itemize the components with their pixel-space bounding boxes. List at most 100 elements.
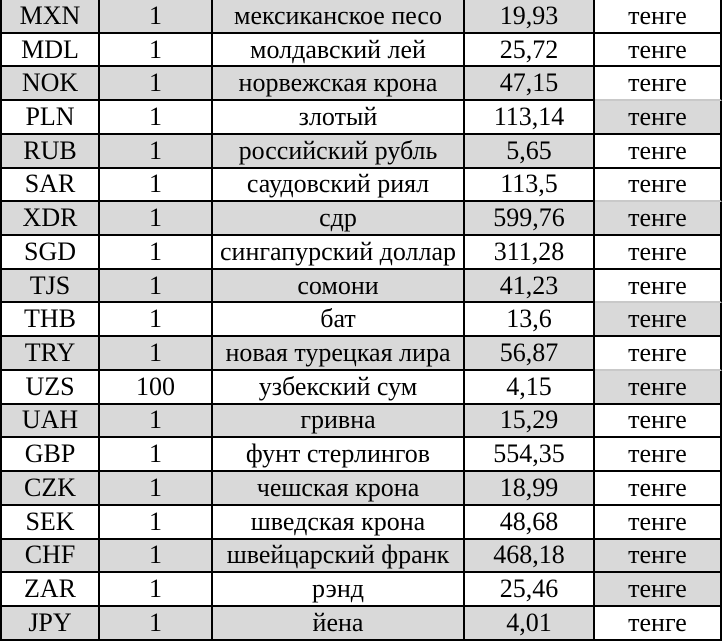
quantity-cell: 1	[100, 0, 213, 34]
quantity-cell: 1	[100, 202, 213, 237]
currency-name-cell: сингапурский доллар	[213, 236, 465, 270]
currency-code-cell: ZAR	[2, 573, 100, 607]
currency-name-cell: чешская крона	[213, 472, 465, 506]
rate-cell: 56,87	[465, 337, 595, 371]
quantity-cell: 1	[100, 573, 213, 607]
currency-name-cell: саудовский риял	[213, 168, 465, 203]
table-row: SAR 1 саудовский риял 113,5 тенге	[2, 168, 722, 203]
rate-cell: 25,46	[465, 573, 595, 607]
table-row: SEK 1 шведская крона 48,68 тенге	[2, 505, 722, 540]
table-row: NOK 1 норвежская крона 47,15 тенге	[2, 67, 722, 102]
quantity-cell: 1	[100, 67, 213, 102]
quantity-cell: 1	[100, 236, 213, 270]
currency-name-cell: российский рубль	[213, 134, 465, 169]
currency-unit-cell: тенге	[595, 404, 722, 439]
table-row: XDR 1 сдр 599,76 тенге	[2, 202, 722, 237]
quantity-cell: 100	[100, 370, 213, 405]
table-row: JPY 1 йена 4,01 тенге	[2, 606, 722, 641]
currency-unit-cell: тенге	[595, 168, 722, 203]
rate-cell: 25,72	[465, 33, 595, 68]
rate-cell: 113,5	[465, 168, 595, 203]
table-row: THB 1 бат 13,6 тенге	[2, 303, 722, 338]
currency-name-cell: новая турецкая лира	[213, 337, 465, 371]
table-row: UAH 1 гривна 15,29 тенге	[2, 404, 722, 439]
rate-cell: 4,15	[465, 370, 595, 405]
table-row: PLN 1 злотый 113,14 тенге	[2, 101, 722, 135]
currency-name-cell: молдавский лей	[213, 33, 465, 68]
quantity-cell: 1	[100, 101, 213, 135]
currency-code-cell: TJS	[2, 269, 100, 304]
currency-name-cell: сомони	[213, 269, 465, 304]
currency-code-cell: TRY	[2, 337, 100, 371]
currency-unit-cell: тенге	[595, 472, 722, 506]
currency-code-cell: MXN	[2, 0, 100, 34]
currency-name-cell: шведская крона	[213, 505, 465, 540]
currency-code-cell: UAH	[2, 404, 100, 439]
currency-name-cell: фунт стерлингов	[213, 438, 465, 473]
currency-name-cell: бат	[213, 303, 465, 338]
table-row: RUB 1 российский рубль 5,65 тенге	[2, 134, 722, 169]
quantity-cell: 1	[100, 168, 213, 203]
quantity-cell: 1	[100, 337, 213, 371]
currency-code-cell: MDL	[2, 33, 100, 68]
currency-name-cell: гривна	[213, 404, 465, 439]
rate-cell: 18,99	[465, 472, 595, 506]
rate-cell: 15,29	[465, 404, 595, 439]
currency-unit-cell: тенге	[595, 337, 722, 371]
quantity-cell: 1	[100, 472, 213, 506]
currency-unit-cell: тенге	[595, 370, 722, 405]
currency-name-cell: сдр	[213, 202, 465, 237]
rate-cell: 554,35	[465, 438, 595, 473]
table-row: MXN 1 мексиканское песо 19,93 тенге	[2, 0, 722, 34]
currency-unit-cell: тенге	[595, 539, 722, 574]
quantity-cell: 1	[100, 33, 213, 68]
quantity-cell: 1	[100, 438, 213, 473]
currency-unit-cell: тенге	[595, 202, 722, 237]
currency-unit-cell: тенге	[595, 303, 722, 338]
table-row: CZK 1 чешская крона 18,99 тенге	[2, 472, 722, 506]
rate-cell: 13,6	[465, 303, 595, 338]
currency-unit-cell: тенге	[595, 101, 722, 135]
currency-code-cell: SEK	[2, 505, 100, 540]
currency-unit-cell: тенге	[595, 438, 722, 473]
currency-code-cell: XDR	[2, 202, 100, 237]
currency-unit-cell: тенге	[595, 505, 722, 540]
table-row: MDL 1 молдавский лей 25,72 тенге	[2, 33, 722, 68]
table-row: ZAR 1 рэнд 25,46 тенге	[2, 573, 722, 607]
currency-code-cell: GBP	[2, 438, 100, 473]
currency-code-cell: JPY	[2, 606, 100, 641]
currency-unit-cell: тенге	[595, 67, 722, 102]
currency-unit-cell: тенге	[595, 33, 722, 68]
quantity-cell: 1	[100, 134, 213, 169]
rate-cell: 41,23	[465, 269, 595, 304]
quantity-cell: 1	[100, 303, 213, 338]
currency-code-cell: UZS	[2, 370, 100, 405]
currency-code-cell: PLN	[2, 101, 100, 135]
rate-cell: 19,93	[465, 0, 595, 34]
currency-code-cell: CZK	[2, 472, 100, 506]
table-row: UZS 100 узбекский сум 4,15 тенге	[2, 370, 722, 405]
currency-name-cell: рэнд	[213, 573, 465, 607]
currency-unit-cell: тенге	[595, 606, 722, 641]
rate-cell: 48,68	[465, 505, 595, 540]
rate-cell: 468,18	[465, 539, 595, 574]
table-row: CHF 1 швейцарский франк 468,18 тенге	[2, 539, 722, 574]
currency-unit-cell: тенге	[595, 236, 722, 270]
table-row: GBP 1 фунт стерлингов 554,35 тенге	[2, 438, 722, 473]
currency-code-cell: SAR	[2, 168, 100, 203]
rate-cell: 47,15	[465, 67, 595, 102]
table-row: TJS 1 сомони 41,23 тенге	[2, 269, 722, 304]
currency-code-cell: SGD	[2, 236, 100, 270]
rate-cell: 311,28	[465, 236, 595, 270]
quantity-cell: 1	[100, 505, 213, 540]
currency-unit-cell: тенге	[595, 269, 722, 304]
currency-code-cell: RUB	[2, 134, 100, 169]
currency-name-cell: злотый	[213, 101, 465, 135]
table-row: TRY 1 новая турецкая лира 56,87 тенге	[2, 337, 722, 371]
rate-cell: 4,01	[465, 606, 595, 641]
currency-name-cell: узбекский сум	[213, 370, 465, 405]
currency-code-cell: NOK	[2, 67, 100, 102]
currency-unit-cell: тенге	[595, 134, 722, 169]
currency-unit-cell: тенге	[595, 573, 722, 607]
